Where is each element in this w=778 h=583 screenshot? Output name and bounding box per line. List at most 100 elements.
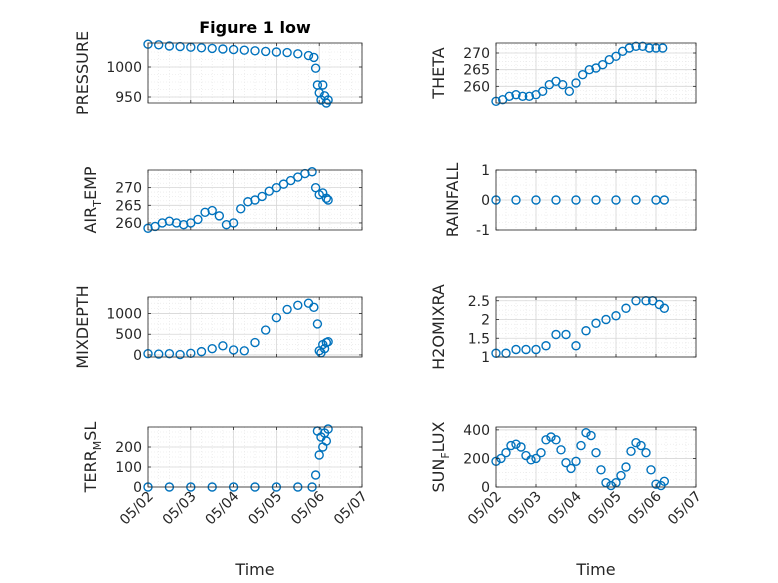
data-point	[571, 341, 581, 351]
data-point	[511, 89, 521, 100]
subplot-sun: 05/02 05/03 05/04 05/05 05/06 05/070200400SUN…	[429, 421, 705, 579]
data-point	[501, 448, 511, 458]
data-point	[323, 195, 333, 205]
data-point	[611, 51, 621, 62]
data-point	[196, 43, 207, 53]
y-tick-label: 500	[115, 327, 142, 343]
data-point	[285, 175, 296, 186]
data-point	[624, 43, 635, 53]
data-point	[218, 341, 228, 351]
data-point	[636, 440, 646, 451]
data-point	[321, 436, 332, 446]
x-tick-label: 05/06	[625, 488, 665, 528]
data-point	[207, 43, 217, 54]
data-point	[597, 59, 608, 70]
x-axis-label: Time	[575, 560, 615, 579]
data-point	[207, 205, 217, 216]
axes-box	[495, 296, 697, 358]
subplot-h2omixra: 1 1.5 2 2.5 H2OMIXRA	[429, 284, 697, 370]
y-tick-label: 1.5	[468, 331, 490, 347]
data-point	[631, 438, 641, 448]
data-point	[293, 172, 303, 182]
data-point	[282, 47, 292, 58]
data-point	[250, 195, 260, 205]
data-point	[551, 195, 561, 205]
x-tick-label: 05/03	[505, 489, 545, 529]
data-point	[591, 195, 601, 205]
data-point	[175, 41, 185, 52]
data-point	[312, 319, 323, 329]
data-point	[551, 329, 561, 340]
y-tick-label: 270	[463, 46, 490, 62]
y-tick-label: 200	[115, 440, 142, 456]
data-point	[293, 49, 303, 59]
data-point	[186, 218, 196, 228]
data-point	[536, 448, 546, 458]
data-point	[541, 435, 551, 445]
y-axis-label: H2OMIXRA	[429, 284, 448, 370]
data-point	[571, 456, 581, 466]
data-point	[196, 346, 207, 357]
x-tick-label: 05/03	[160, 489, 200, 529]
data-point	[214, 211, 225, 221]
data-point	[228, 218, 239, 228]
x-tick-label: 05/07	[665, 489, 705, 529]
data-point	[659, 303, 670, 313]
data-point	[611, 311, 621, 321]
y-tick-label: 270	[115, 181, 142, 197]
y-axis-label: MIXDEPTH	[73, 285, 92, 368]
data-point	[631, 195, 641, 205]
y-tick-label: 0	[133, 480, 142, 496]
data-point	[551, 435, 561, 445]
data-point	[310, 182, 321, 193]
subplot-rainfall: -1 0 1 RAINFALL	[443, 163, 697, 239]
data-point	[584, 64, 595, 75]
data-point	[271, 47, 282, 57]
data-point	[564, 86, 575, 97]
data-point	[561, 458, 571, 468]
data-point	[218, 44, 228, 54]
data-point	[516, 442, 526, 452]
data-point	[576, 440, 586, 451]
data-point	[282, 304, 292, 315]
data-point	[150, 221, 160, 232]
y-tick-label: 0	[481, 480, 490, 496]
y-axis-label: THETA	[429, 47, 448, 99]
data-point	[631, 41, 641, 52]
data-point	[531, 453, 541, 464]
x-tick-label: 05/07	[331, 489, 371, 529]
data-point	[591, 448, 601, 458]
y-tick-label: 100	[115, 460, 142, 476]
data-point	[596, 465, 606, 475]
data-point	[261, 325, 271, 335]
data-point	[606, 480, 616, 491]
data-point	[307, 167, 317, 177]
data-point	[537, 86, 548, 97]
data-point	[637, 41, 648, 52]
data-point	[264, 186, 274, 196]
data-point	[239, 346, 250, 356]
y-axis-label: PRESSURE	[73, 31, 92, 115]
data-point	[511, 195, 521, 205]
y-tick-label: 260	[463, 79, 490, 95]
y-tick-label: 1000	[106, 307, 142, 323]
data-point	[557, 79, 568, 90]
data-point	[657, 43, 668, 53]
y-tick-label: -1	[476, 223, 490, 239]
data-point	[207, 344, 217, 354]
data-point	[621, 462, 631, 472]
data-point	[581, 326, 591, 336]
data-point	[310, 470, 321, 480]
data-point	[228, 345, 239, 355]
data-point	[626, 446, 636, 456]
y-tick-label: 950	[115, 90, 142, 106]
axes-box	[147, 426, 363, 488]
data-point	[651, 479, 661, 489]
data-point	[561, 329, 571, 340]
y-axis-label: AIRTEMP	[81, 166, 104, 233]
data-point	[318, 80, 328, 90]
data-point	[250, 46, 260, 56]
data-point	[621, 303, 631, 313]
